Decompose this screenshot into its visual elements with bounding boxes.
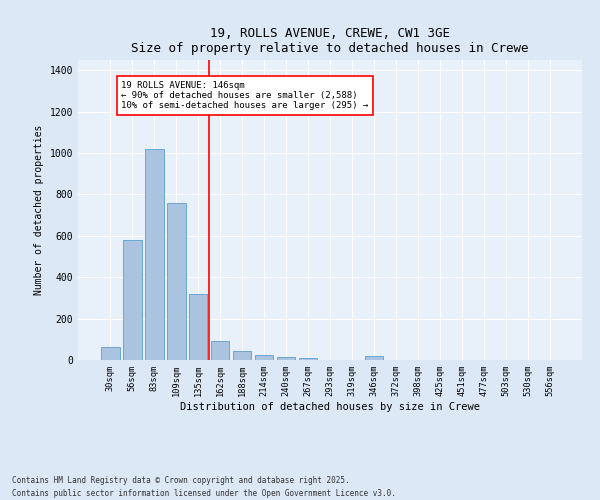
- Bar: [211, 342, 229, 360]
- Bar: [167, 203, 185, 360]
- X-axis label: Distribution of detached houses by size in Crewe: Distribution of detached houses by size …: [180, 402, 480, 412]
- Title: 19, ROLLS AVENUE, CREWE, CW1 3GE
Size of property relative to detached houses in: 19, ROLLS AVENUE, CREWE, CW1 3GE Size of…: [131, 26, 529, 54]
- Text: Contains HM Land Registry data © Crown copyright and database right 2025.
Contai: Contains HM Land Registry data © Crown c…: [12, 476, 396, 498]
- Text: 19 ROLLS AVENUE: 146sqm
← 90% of detached houses are smaller (2,588)
10% of semi: 19 ROLLS AVENUE: 146sqm ← 90% of detache…: [121, 80, 368, 110]
- Bar: [365, 356, 383, 360]
- Bar: [145, 149, 164, 360]
- Bar: [123, 240, 142, 360]
- Bar: [101, 346, 119, 360]
- Y-axis label: Number of detached properties: Number of detached properties: [34, 125, 44, 295]
- Bar: [255, 356, 274, 360]
- Bar: [233, 352, 251, 360]
- Bar: [299, 358, 317, 360]
- Bar: [189, 294, 208, 360]
- Bar: [277, 357, 295, 360]
